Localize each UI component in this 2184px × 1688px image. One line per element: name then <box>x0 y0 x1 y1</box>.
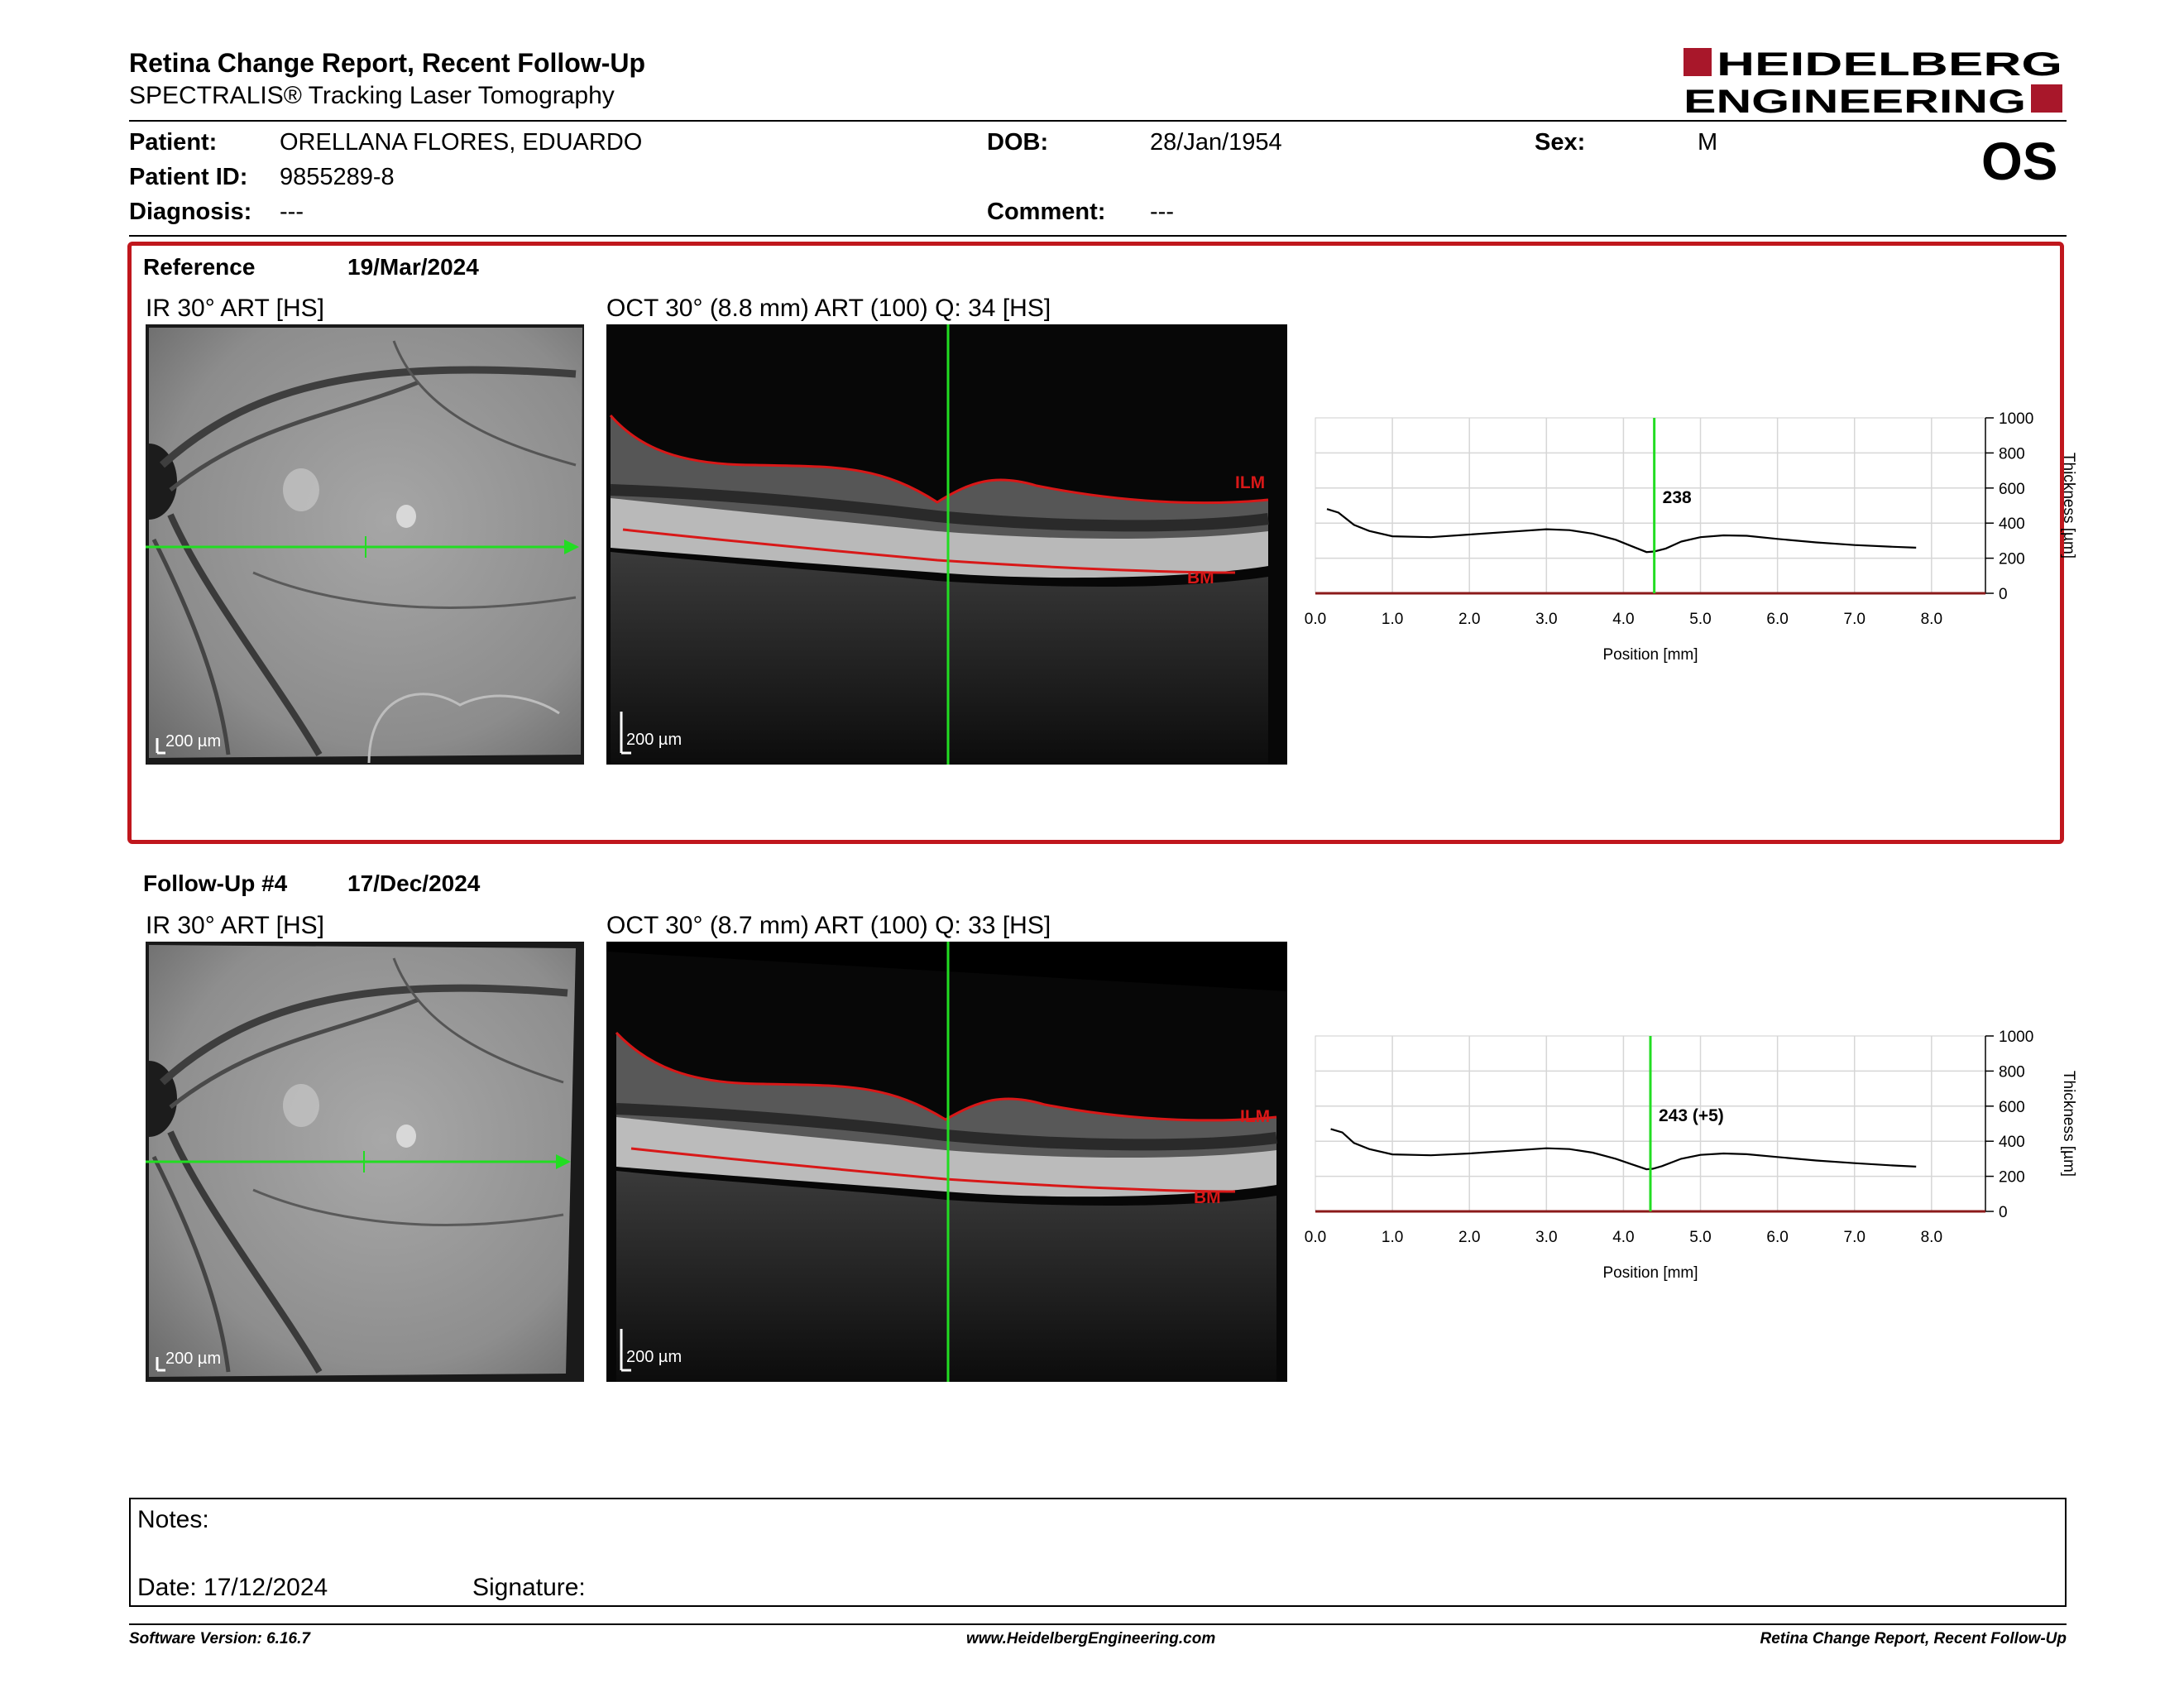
y-tick-label: 600 <box>1999 1099 2025 1116</box>
eye-indicator: OS <box>1981 132 2058 191</box>
x-tick-label: 3.0 <box>1535 611 1557 628</box>
x-tick-label: 2.0 <box>1458 611 1480 628</box>
plot-area <box>1315 417 1986 594</box>
y-axis-title: Thickness [µm] <box>2060 1071 2077 1177</box>
comment-value: --- <box>1150 199 1174 225</box>
reference-ilm-label: ILM <box>1235 473 1265 492</box>
notes-label: Notes: <box>137 1506 209 1533</box>
comment-label: Comment: <box>987 199 1106 225</box>
y-tick-label: 400 <box>1999 516 2025 533</box>
sex-value: M <box>1698 129 1718 156</box>
patient-id-label: Patient ID: <box>129 164 248 190</box>
followup-oct-label: OCT 30° (8.7 mm) ART (100) Q: 33 [HS] <box>606 912 1051 939</box>
followup-oct-scale: 200 µm <box>626 1348 682 1366</box>
reference-ir-image[interactable]: 200 µm <box>146 324 584 765</box>
y-tick-label: 800 <box>1999 445 2025 463</box>
footer-divider <box>129 1623 2067 1625</box>
y-tick-label: 400 <box>1999 1134 2025 1151</box>
followup-thickness-chart: 0.0 1.0 2.0 3.0 4.0 5.0 6.0 7.0 8.0 0 200 400 600 800… <box>1305 1029 2077 1282</box>
y-tick-label: 200 <box>1999 551 2025 568</box>
reference-oct-label: OCT 30° (8.8 mm) ART (100) Q: 34 [HS] <box>606 295 1051 322</box>
y-tick-label: 0 <box>1999 1204 2008 1221</box>
logo-square-top <box>1684 48 1712 76</box>
report-subtitle: SPECTRALIS® Tracking Laser Tomography <box>129 82 615 109</box>
x-tick-label: 0.0 <box>1305 611 1326 628</box>
patient-label: Patient: <box>129 129 218 156</box>
thickness-series-line <box>1326 508 1917 554</box>
x-tick-label: 6.0 <box>1766 1229 1788 1246</box>
logo-line2: ENGINEERING <box>1684 84 2026 116</box>
x-tick-label: 3.0 <box>1535 1229 1557 1246</box>
followup-oct-image[interactable]: ILM BM 200 µm <box>606 942 1287 1382</box>
patient-id: 9855289-8 <box>280 164 395 190</box>
x-tick-label: 8.0 <box>1921 1229 1942 1246</box>
logo-square-bottom <box>2031 84 2062 113</box>
y-axis-title: Thickness [µm] <box>2060 453 2077 559</box>
reference-bm-label: BM <box>1187 568 1214 587</box>
diagnosis-label: Diagnosis: <box>129 199 252 225</box>
x-tick-label: 2.0 <box>1458 1229 1480 1246</box>
thickness-series-line <box>1330 1128 1917 1171</box>
cursor-value-label: 238 <box>1663 488 1692 507</box>
x-tick-label: 0.0 <box>1305 1229 1326 1246</box>
signature-label: Signature: <box>472 1574 586 1601</box>
y-tick-label: 200 <box>1999 1169 2025 1187</box>
reference-ir-label: IR 30° ART [HS] <box>146 295 324 322</box>
reference-oct-image[interactable]: ILM BM 200 µm <box>606 324 1287 765</box>
reference-frame <box>127 242 2064 844</box>
notes-box[interactable]: Notes: Date: 17/12/2024 Signature: <box>129 1498 2067 1607</box>
y-tick-label: 0 <box>1999 586 2008 603</box>
report-title: Retina Change Report, Recent Follow-Up <box>129 48 646 78</box>
reference-thickness-chart: 0.0 1.0 2.0 3.0 4.0 5.0 6.0 7.0 8.0 0 200 400 600 800… <box>1305 410 2077 664</box>
followup-bm-label: BM <box>1194 1188 1221 1207</box>
y-tick-label: 1000 <box>1999 410 2033 428</box>
footer-report-name: Retina Change Report, Recent Follow-Up <box>1760 1630 2067 1647</box>
x-tick-label: 7.0 <box>1844 611 1866 628</box>
logo-line1: HEIDELBERG <box>1717 46 2062 83</box>
footer-software-version: Software Version: 6.16.7 <box>129 1630 310 1647</box>
x-tick-label: 5.0 <box>1689 611 1711 628</box>
patient-name: ORELLANA FLORES, EDUARDO <box>280 129 643 156</box>
dob-label: DOB: <box>987 129 1049 156</box>
patient-divider <box>129 235 2067 237</box>
reference-label: Reference <box>143 254 256 280</box>
followup-label: Follow-Up #4 <box>143 870 288 896</box>
followup-ilm-label: ILM <box>1240 1107 1270 1126</box>
reference-ir-scale: 200 µm <box>165 732 221 750</box>
x-tick-label: 4.0 <box>1612 611 1634 628</box>
x-tick-label: 5.0 <box>1689 1229 1711 1246</box>
notes-date: Date: 17/12/2024 <box>137 1574 328 1601</box>
sex-label: Sex: <box>1535 129 1586 156</box>
x-tick-label: 6.0 <box>1766 611 1788 628</box>
followup-ir-label: IR 30° ART [HS] <box>146 912 324 939</box>
heidelberg-logo: HEIDELBERG ENGINEERING <box>1684 46 2062 116</box>
dob-value: 28/Jan/1954 <box>1150 129 1282 156</box>
x-tick-label: 4.0 <box>1612 1229 1634 1246</box>
header-divider <box>129 120 2067 122</box>
footer-website: www.HeidelbergEngineering.com <box>966 1630 1216 1647</box>
followup-date: 17/Dec/2024 <box>347 870 481 896</box>
y-tick-label: 600 <box>1999 481 2025 498</box>
cursor-value-label: 243 (+5) <box>1659 1106 1724 1125</box>
diagnosis-value: --- <box>280 199 304 225</box>
x-tick-label: 7.0 <box>1844 1229 1866 1246</box>
followup-ir-scale: 200 µm <box>165 1350 221 1368</box>
x-tick-label: 1.0 <box>1382 1229 1403 1246</box>
followup-ir-image[interactable]: 200 µm <box>146 942 584 1382</box>
y-tick-label: 1000 <box>1999 1029 2033 1046</box>
x-axis-title: Position [mm] <box>1602 1264 1698 1282</box>
x-axis-title: Position [mm] <box>1602 646 1698 664</box>
reference-oct-scale: 200 µm <box>626 731 682 749</box>
reference-date: 19/Mar/2024 <box>347 254 479 280</box>
x-tick-label: 1.0 <box>1382 611 1403 628</box>
y-tick-label: 800 <box>1999 1063 2025 1081</box>
x-tick-label: 8.0 <box>1921 611 1942 628</box>
